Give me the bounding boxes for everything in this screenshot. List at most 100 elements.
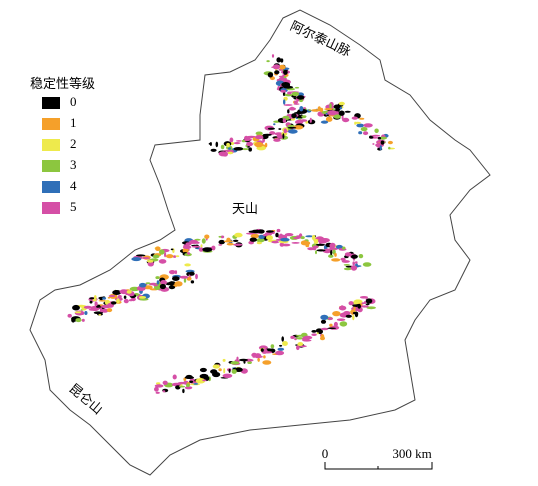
terrain-patch (301, 115, 307, 118)
terrain-patch (155, 246, 161, 251)
terrain-patch (291, 91, 300, 97)
terrain-patch (169, 270, 176, 275)
terrain-patch (227, 151, 233, 155)
terrain-patch (329, 242, 336, 249)
terrain-patch (283, 76, 287, 79)
scale-start: 0 (322, 446, 329, 461)
terrain-patch (359, 296, 369, 299)
terrain-patch (89, 297, 95, 300)
terrain-patch (374, 128, 379, 134)
terrain-patch (335, 244, 343, 249)
terrain-patch (380, 140, 385, 145)
terrain-patch (255, 230, 258, 234)
terrain-patch (158, 259, 167, 264)
terrain-patch (331, 258, 341, 262)
terrain-patch (74, 311, 83, 314)
terrain-patch (160, 280, 168, 285)
terrain-patch (354, 121, 361, 124)
terrain-patch (327, 110, 337, 116)
legend-label: 1 (70, 115, 77, 130)
terrain-patch (352, 311, 359, 315)
terrain-patch (278, 128, 282, 130)
terrain-patch (279, 344, 283, 347)
terrain-patches (67, 54, 395, 394)
terrain-patch (270, 344, 275, 349)
terrain-patch (98, 300, 107, 302)
terrain-patch (156, 280, 160, 285)
legend-label: 2 (70, 136, 77, 151)
terrain-patch (102, 297, 107, 300)
terrain-patch (226, 242, 234, 246)
terrain-patch (112, 290, 122, 295)
terrain-patch (351, 255, 357, 259)
terrain-patch (365, 298, 373, 304)
terrain-patch (218, 239, 225, 245)
terrain-patch (255, 135, 264, 140)
terrain-patch (361, 302, 365, 305)
terrain-patch (67, 313, 72, 318)
legend-swatch (42, 202, 60, 214)
terrain-patch (172, 276, 180, 281)
terrain-patch (293, 100, 298, 104)
terrain-patch (320, 120, 329, 124)
terrain-patch (365, 303, 370, 306)
terrain-patch (327, 317, 333, 320)
terrain-patch (262, 360, 272, 365)
terrain-patch (195, 378, 206, 384)
terrain-patch (138, 296, 147, 299)
terrain-patch (303, 107, 306, 109)
terrain-patch (320, 334, 325, 340)
terrain-patch (194, 238, 201, 241)
terrain-patch (344, 252, 352, 257)
terrain-patch (275, 232, 279, 238)
terrain-patch (178, 385, 186, 388)
terrain-patch (352, 314, 355, 321)
terrain-patch (371, 134, 381, 137)
terrain-patch (262, 351, 273, 354)
terrain-patch (106, 308, 113, 313)
terrain-patch (145, 282, 151, 285)
terrain-patch (263, 355, 266, 359)
terrain-patch (204, 234, 210, 239)
terrain-patch (260, 348, 264, 352)
terrain-patch (280, 58, 284, 63)
terrain-patch (267, 72, 274, 78)
terrain-patch (316, 332, 319, 335)
terrain-patch (250, 233, 260, 239)
terrain-patch (226, 142, 231, 148)
terrain-patch (99, 307, 103, 313)
terrain-patch (183, 278, 187, 283)
terrain-patch (222, 358, 226, 362)
terrain-patch (297, 342, 304, 346)
terrain-patch (313, 239, 319, 244)
terrain-patch (233, 239, 239, 242)
terrain-patch (352, 261, 356, 266)
terrain-patch (356, 123, 365, 128)
legend-label: 0 (70, 94, 77, 109)
terrain-patch (139, 282, 147, 288)
terrain-patch (162, 390, 166, 393)
terrain-patch (75, 318, 82, 323)
terrain-patch (123, 295, 127, 299)
terrain-patch (200, 244, 203, 248)
terrain-patch (272, 64, 280, 70)
terrain-patch (99, 298, 103, 301)
legend-swatch (42, 160, 60, 172)
terrain-patch (362, 262, 372, 267)
terrain-patch (280, 89, 287, 93)
terrain-patch (189, 380, 194, 383)
terrain-patch (324, 108, 334, 111)
terrain-patch (276, 57, 282, 63)
terrain-patch (273, 123, 276, 126)
terrain-patch (152, 254, 160, 259)
terrain-patch (387, 140, 393, 145)
terrain-patch (320, 314, 329, 320)
terrain-patch (94, 295, 97, 300)
terrain-patch (229, 137, 234, 143)
terrain-patch (324, 248, 331, 252)
terrain-patch (80, 311, 85, 316)
terrain-patch (315, 250, 317, 255)
terrain-patch (358, 254, 364, 259)
terrain-patch (266, 230, 274, 233)
terrain-patch (295, 334, 306, 337)
